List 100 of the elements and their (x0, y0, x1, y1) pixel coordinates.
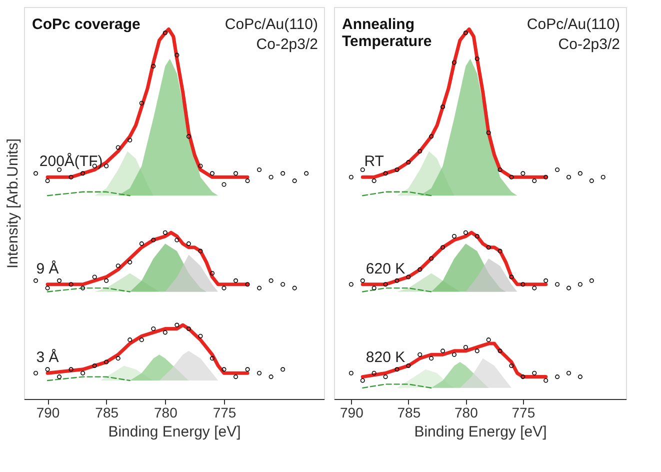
x-tick-label: 790 (340, 404, 364, 420)
point (440, 245, 446, 250)
annotation: CoPc/Au(110) (224, 16, 318, 33)
point (33, 370, 38, 376)
point (498, 248, 502, 254)
point (509, 174, 514, 180)
point (360, 278, 365, 283)
point (68, 282, 74, 287)
point (383, 374, 388, 380)
point (463, 230, 468, 235)
annotation: 9 Å (36, 259, 59, 278)
point (68, 367, 74, 372)
point (104, 164, 109, 168)
point (280, 367, 286, 372)
point (566, 370, 572, 376)
point (80, 370, 86, 376)
point (498, 348, 502, 354)
point (280, 282, 286, 287)
point (372, 370, 376, 376)
point (257, 167, 262, 172)
annotation: 200Å(TF) (39, 152, 103, 170)
point (544, 278, 548, 283)
point (429, 356, 434, 361)
point (33, 278, 38, 283)
point (57, 278, 62, 283)
point (186, 134, 191, 139)
point (268, 374, 274, 380)
point (257, 370, 262, 376)
point (555, 374, 560, 380)
point (452, 234, 457, 239)
point (566, 174, 572, 180)
point (162, 230, 168, 235)
point (151, 326, 156, 332)
point (186, 241, 191, 246)
point (292, 286, 297, 290)
point (544, 174, 548, 180)
point (532, 178, 537, 184)
point (245, 367, 250, 372)
point (509, 363, 514, 368)
point (257, 286, 262, 290)
annotation: RT (364, 153, 384, 170)
point (104, 278, 109, 283)
point (418, 148, 422, 154)
point (578, 171, 582, 176)
point (162, 30, 168, 36)
point (406, 160, 411, 165)
x-axis-title: Binding Energy [eV] (108, 424, 241, 440)
point (486, 130, 491, 136)
point (372, 286, 376, 290)
point (233, 278, 238, 283)
point (92, 274, 97, 280)
annotation: 620 K (366, 260, 406, 278)
point (394, 167, 400, 172)
x-tick-label: 780 (154, 404, 178, 420)
point (92, 363, 97, 368)
point (520, 374, 526, 380)
point (222, 367, 226, 372)
annotation: Co-2p3/2 (558, 36, 620, 53)
point (162, 330, 168, 335)
point (233, 171, 238, 176)
point (80, 171, 86, 176)
point (544, 378, 548, 383)
point (394, 278, 400, 283)
point (68, 174, 74, 180)
point (151, 238, 156, 242)
point (520, 282, 526, 287)
point (128, 260, 132, 264)
point (45, 178, 50, 184)
point (116, 356, 120, 361)
point (578, 282, 582, 287)
point (509, 274, 514, 280)
x-tick-label: 790 (36, 404, 60, 420)
point (555, 167, 560, 172)
point (222, 182, 226, 187)
point (474, 234, 480, 239)
annotation: CoPc/Au(110) (526, 16, 620, 33)
point (210, 171, 215, 176)
x-axis-title: Binding Energy [eV] (414, 424, 547, 440)
point (520, 171, 526, 176)
chart-title: Annealing Temperature (342, 16, 432, 50)
point (463, 30, 468, 36)
point (151, 64, 156, 68)
point (348, 174, 354, 180)
point (566, 286, 572, 290)
point (139, 100, 144, 106)
point (452, 60, 457, 65)
point (128, 138, 132, 142)
annotation: 3 Å (36, 348, 59, 366)
point (486, 338, 491, 342)
point (463, 344, 468, 350)
point (418, 352, 422, 357)
point (406, 363, 411, 368)
point (429, 134, 434, 139)
point (589, 278, 594, 283)
point (268, 174, 274, 180)
point (139, 241, 144, 246)
point (210, 270, 215, 276)
annotation: Co-2p3/2 (256, 36, 318, 53)
point (348, 282, 354, 287)
point (139, 338, 144, 342)
